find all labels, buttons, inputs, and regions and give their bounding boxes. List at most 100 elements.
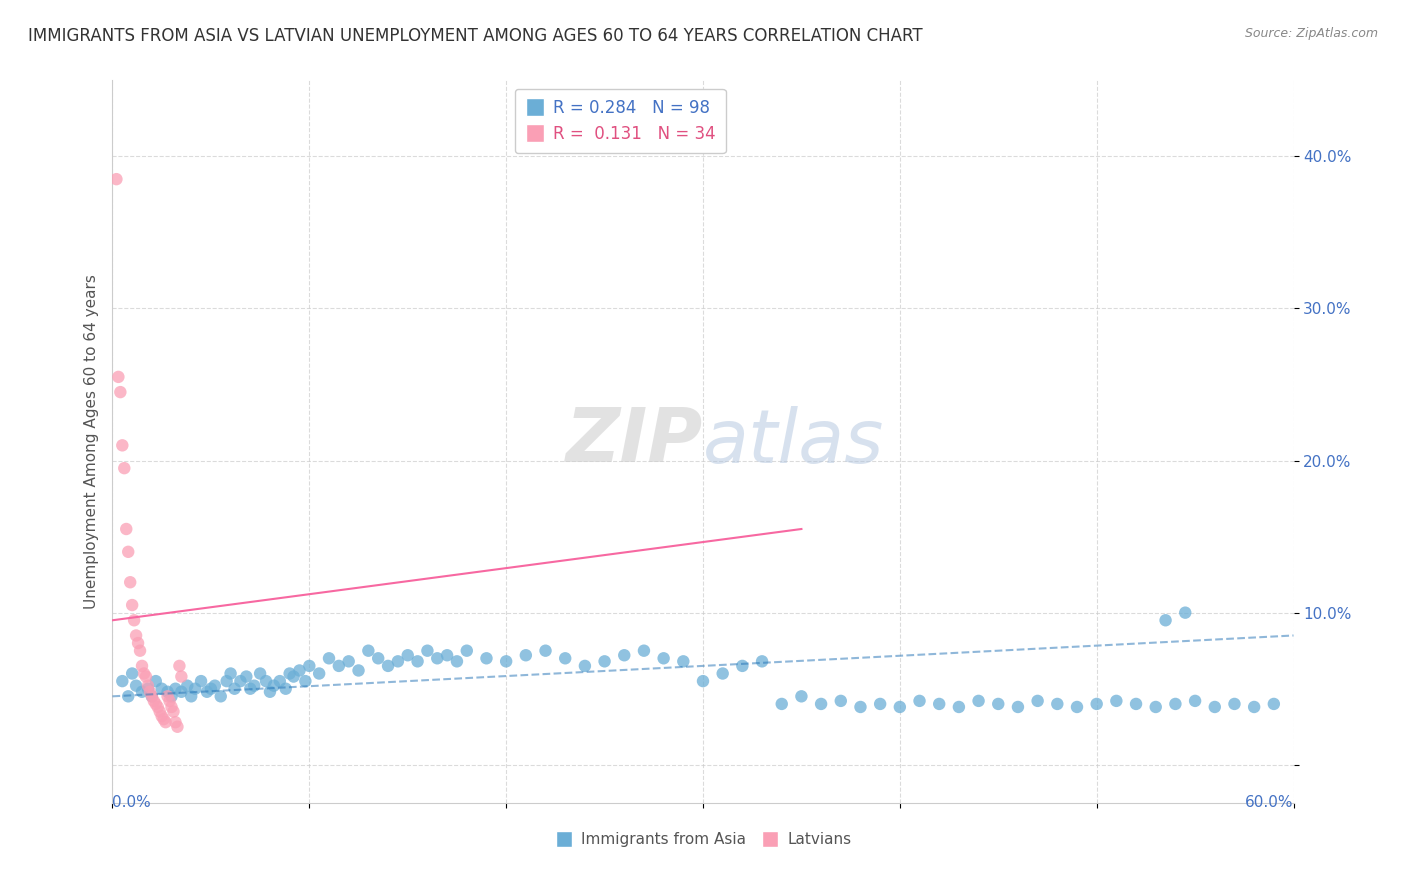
Point — [357, 643, 380, 657]
Point — [115, 522, 138, 536]
Point — [294, 674, 316, 689]
Point — [1164, 697, 1187, 711]
Text: IMMIGRANTS FROM ASIA VS LATVIAN UNEMPLOYMENT AMONG AGES 60 TO 64 YEARS CORRELATI: IMMIGRANTS FROM ASIA VS LATVIAN UNEMPLOY… — [28, 27, 922, 45]
Point — [948, 700, 970, 714]
Point — [209, 690, 232, 704]
Point — [176, 679, 198, 693]
Point — [1204, 700, 1226, 714]
Point — [278, 666, 301, 681]
Point — [1125, 697, 1147, 711]
Point — [122, 613, 145, 627]
Point — [263, 679, 285, 693]
Point — [249, 666, 271, 681]
Point — [141, 690, 163, 704]
Point — [120, 575, 142, 590]
Text: Source: ZipAtlas.com: Source: ZipAtlas.com — [1244, 27, 1378, 40]
Point — [889, 700, 911, 714]
Point — [259, 685, 281, 699]
Point — [195, 685, 218, 699]
Point — [117, 690, 139, 704]
Point — [117, 545, 139, 559]
Point — [170, 669, 193, 683]
Point — [160, 690, 183, 704]
Point — [534, 643, 557, 657]
Point — [652, 651, 675, 665]
Point — [446, 654, 468, 668]
Point — [790, 690, 813, 704]
Point — [495, 654, 517, 668]
Point — [125, 628, 148, 642]
Point — [869, 697, 891, 711]
Point — [136, 681, 159, 696]
Point — [145, 674, 167, 689]
Point — [574, 659, 596, 673]
Text: 0.0%: 0.0% — [112, 796, 152, 810]
Point — [141, 690, 163, 704]
Point — [132, 666, 155, 681]
Point — [1184, 694, 1206, 708]
Legend: Immigrants from Asia, Latvians: Immigrants from Asia, Latvians — [548, 826, 858, 853]
Point — [149, 705, 172, 719]
Point — [146, 700, 169, 714]
Point — [131, 685, 153, 699]
Point — [1263, 697, 1285, 711]
Point — [1243, 700, 1265, 714]
Point — [155, 715, 177, 730]
Point — [166, 720, 188, 734]
Point — [1007, 700, 1029, 714]
Point — [849, 700, 872, 714]
Text: atlas: atlas — [703, 406, 884, 477]
Point — [152, 712, 174, 726]
Point — [554, 651, 576, 665]
Point — [121, 598, 143, 612]
Point — [127, 636, 149, 650]
Point — [328, 659, 350, 673]
Point — [613, 648, 636, 663]
Point — [367, 651, 389, 665]
Point — [165, 681, 187, 696]
Point — [928, 697, 950, 711]
Point — [731, 659, 754, 673]
Point — [215, 674, 238, 689]
Point — [110, 385, 132, 400]
Point — [475, 651, 498, 665]
Point — [318, 651, 340, 665]
Point — [269, 674, 291, 689]
Point — [298, 659, 321, 673]
Point — [288, 664, 311, 678]
Point — [131, 659, 153, 673]
Point — [593, 654, 616, 668]
Point — [1085, 697, 1108, 711]
Point — [111, 438, 134, 452]
Point — [308, 666, 330, 681]
Text: ZIP: ZIP — [565, 405, 703, 478]
Point — [830, 694, 852, 708]
Point — [129, 643, 152, 657]
Point — [156, 690, 179, 704]
Point — [235, 669, 257, 683]
Point — [1026, 694, 1049, 708]
Text: 60.0%: 60.0% — [1246, 796, 1294, 810]
Point — [150, 709, 173, 723]
Point — [1154, 613, 1177, 627]
Point — [967, 694, 990, 708]
Point — [224, 681, 246, 696]
Point — [987, 697, 1010, 711]
Point — [1174, 606, 1197, 620]
Point — [121, 666, 143, 681]
Point — [672, 654, 695, 668]
Point — [396, 648, 419, 663]
Point — [1144, 700, 1167, 714]
Point — [908, 694, 931, 708]
Point — [145, 697, 167, 711]
Point — [136, 679, 159, 693]
Point — [150, 681, 173, 696]
Point — [165, 715, 187, 730]
Point — [159, 694, 181, 708]
Point — [139, 685, 162, 699]
Point — [229, 674, 252, 689]
Point — [770, 697, 793, 711]
Point — [190, 674, 212, 689]
Point — [456, 643, 478, 657]
Point — [107, 370, 129, 384]
